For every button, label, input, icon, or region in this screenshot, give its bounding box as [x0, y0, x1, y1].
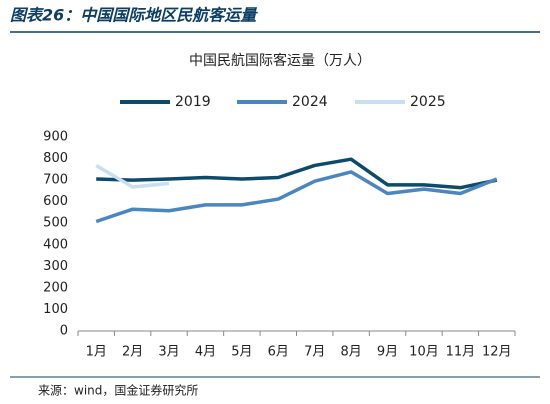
- y-tick-label: 0: [60, 324, 68, 339]
- series-line: [95, 163, 170, 189]
- y-tick-label: 300: [43, 259, 68, 274]
- series-line: [96, 157, 498, 190]
- y-tick-label: 500: [43, 216, 68, 231]
- series-line: [95, 170, 498, 224]
- y-tick-label: 100: [43, 302, 68, 317]
- x-tick-label: 6月: [268, 345, 289, 360]
- y-tick-label: 800: [43, 151, 68, 166]
- y-tick-label: 600: [43, 194, 68, 209]
- y-tick-label: 700: [43, 173, 68, 188]
- x-tick-label: 2月: [122, 345, 143, 360]
- header: 图表26：中国国际地区民航客运量: [10, 6, 258, 25]
- source: 来源：wind，国金证券研究所: [38, 383, 198, 398]
- y-tick-label: 900: [43, 130, 68, 145]
- legend-label: 2025: [410, 94, 446, 110]
- x-tick-label: 8月: [340, 345, 361, 360]
- chart-title: 中国民航国际客运量（万人）: [189, 52, 371, 69]
- legend-label: 2024: [292, 94, 328, 110]
- x-tick-label: 10月: [409, 345, 439, 360]
- x-tick-label: 3月: [158, 345, 179, 360]
- y-tick-label: 200: [43, 280, 68, 295]
- x-tick-label: 1月: [86, 345, 107, 360]
- x-tick-label: 12月: [482, 345, 512, 360]
- x-tick-label: 4月: [195, 345, 216, 360]
- x-tick-label: 9月: [377, 345, 398, 360]
- y-tick-label: 400: [43, 237, 68, 252]
- x-tick-label: 5月: [231, 345, 252, 360]
- x-tick-label: 11月: [446, 345, 476, 360]
- x-tick-label: 7月: [304, 345, 325, 360]
- legend-label: 2019: [175, 94, 211, 110]
